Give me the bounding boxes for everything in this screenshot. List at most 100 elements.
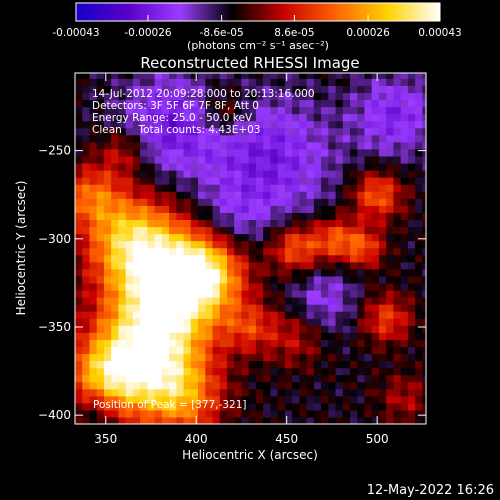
heatmap-cell [422,73,426,79]
heatmap-cell [89,120,98,129]
heatmap-cell [415,247,423,256]
heatmap-cell [321,346,329,355]
heatmap-cell [350,73,358,79]
heatmap-cell [205,254,214,263]
heatmap-cell [357,170,366,178]
heatmap-cell [118,155,127,164]
heatmap-cell [190,346,199,355]
heatmap-cell [299,212,308,220]
heatmap-cell [219,141,228,150]
heatmap-cell [161,297,170,305]
heatmap-cell [335,205,344,213]
heatmap-cell [284,304,293,312]
heatmap-cell [132,402,141,411]
heatmap-cell [147,92,156,101]
heatmap-cell [342,134,351,143]
heatmap-cell [335,226,344,235]
heatmap-cell [407,240,416,249]
heatmap-cell [313,275,322,284]
heatmap-cell [270,92,279,101]
heatmap-cell [255,92,264,101]
heatmap-cell [132,374,141,383]
heatmap-cell [154,247,163,256]
heatmap-cell [364,127,373,136]
heatmap-cell [328,282,337,291]
heatmap-cell [103,170,112,178]
heatmap-cell [299,353,308,362]
heatmap-cell [313,141,322,150]
heatmap-cell [313,85,322,94]
heatmap-cell [386,325,395,333]
heatmap-cell [169,367,177,376]
heatmap-cell [212,226,221,235]
heatmap-cell [357,402,366,411]
heatmap-cell [277,353,286,362]
heatmap-cell [364,113,373,122]
heatmap-cell [263,205,271,213]
heatmap-cell [241,374,250,383]
heatmap-cell [198,374,206,383]
heatmap-cell [147,402,156,411]
heatmap-cell [198,261,206,270]
heatmap-cell [263,155,271,164]
heatmap-cell [234,282,243,291]
heatmap-cell [357,162,366,171]
heatmap-cell [140,346,148,355]
heatmap-cell [255,339,264,347]
heatmap-cell [255,381,264,390]
heatmap-cell [335,247,344,256]
heatmap-cell [299,127,308,136]
heatmap-cell [154,275,163,284]
heatmap-cell [255,120,264,129]
heatmap-cell [125,219,134,228]
heatmap-cell [111,360,120,369]
heatmap-cell [118,233,127,242]
heatmap-cell [183,134,192,143]
heatmap-cell [125,226,134,235]
heatmap-cell [75,304,83,312]
heatmap-cell [393,92,402,101]
heatmap-cell [342,141,351,150]
heatmap-cell [190,254,199,263]
heatmap-cell [147,395,156,404]
heatmap-cell [342,275,351,284]
heatmap-cell [241,148,250,157]
heatmap-cell [378,297,387,305]
heatmap-cell [321,353,329,362]
heatmap-cell [125,367,134,376]
heatmap-cell [118,198,127,206]
heatmap-cell [205,240,214,249]
heatmap-cell [292,339,300,347]
heatmap-cell [393,226,402,235]
heatmap-cell [400,353,409,362]
heatmap-cell [212,409,221,418]
heatmap-cell [198,73,206,79]
heatmap-cell [89,191,98,199]
heatmap-cell [313,198,322,206]
heatmap-cell [342,402,351,411]
heatmap-cell [125,191,134,199]
heatmap-cell [183,233,192,242]
heatmap-cell [219,170,228,178]
heatmap-cell [205,402,214,411]
heatmap-cell [154,198,163,206]
heatmap-cell [393,240,402,249]
heatmap-cell [89,332,98,340]
heatmap-cell [393,282,402,291]
heatmap-cell [400,388,409,397]
colorbar-tick-label: -0.00026 [124,27,172,39]
heatmap-cell [328,409,337,418]
heatmap-cell [371,409,380,418]
heatmap-cell [270,402,279,411]
heatmap-cell [96,106,105,115]
heatmap-cell [270,191,279,199]
heatmap-cell [198,332,206,340]
heatmap-cell [292,388,300,397]
heatmap-cell [357,395,366,404]
heatmap-cell [154,311,163,319]
heatmap-cell [176,162,185,171]
heatmap-cell [263,106,271,115]
heatmap-cell [255,346,264,355]
heatmap-cell [255,212,264,220]
heatmap-cell [422,141,426,150]
